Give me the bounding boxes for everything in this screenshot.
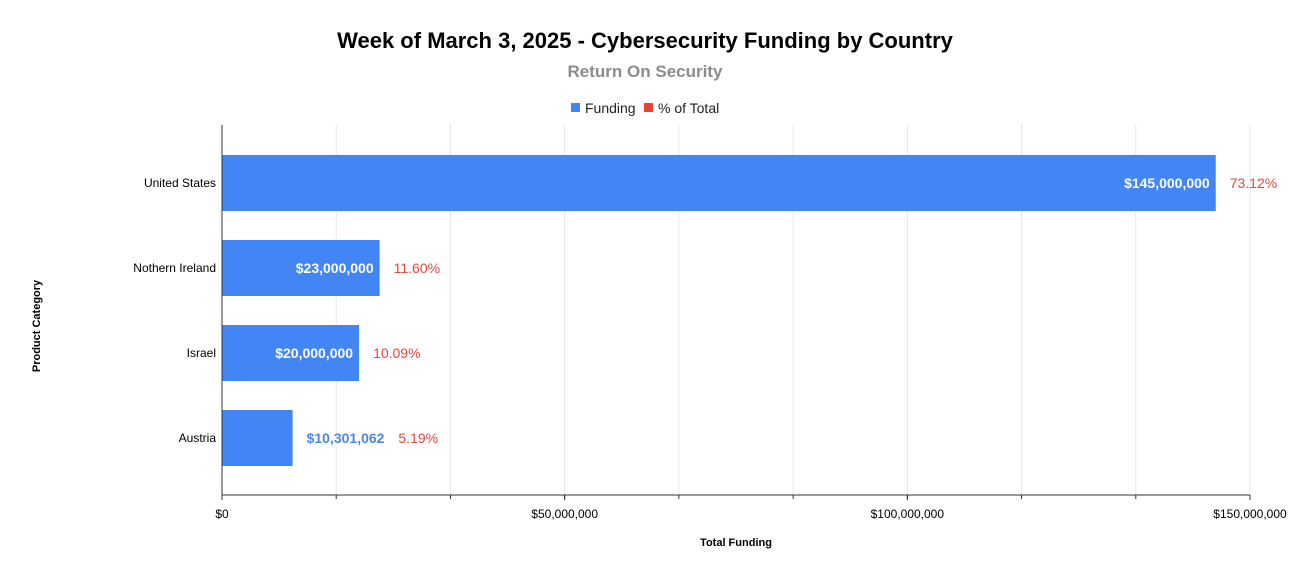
- legend-swatch-funding: [571, 103, 580, 112]
- data-label-percent: 11.60%: [394, 260, 440, 276]
- x-tick-label: $50,000,000: [531, 507, 598, 521]
- x-tick-label: $0: [215, 507, 229, 521]
- data-label-funding: $145,000,000: [1124, 175, 1210, 191]
- bar-funding: [222, 155, 1216, 211]
- axes: $0 $50,000,000 $100,000,000 $150,000,000: [215, 125, 1287, 521]
- legend-label-percent: % of Total: [658, 100, 719, 116]
- chart-subtitle: Return On Security: [568, 62, 723, 81]
- x-tick-label: $150,000,000: [1213, 507, 1287, 521]
- data-label-funding: $23,000,000: [296, 260, 374, 276]
- legend: Funding % of Total: [571, 100, 719, 116]
- x-tick-label: $100,000,000: [871, 507, 945, 521]
- data-label-percent: 10.09%: [373, 345, 420, 361]
- y-axis-title: Product Category: [31, 279, 43, 372]
- chart-title: Week of March 3, 2025 - Cybersecurity Fu…: [337, 28, 954, 53]
- category-label: Austria: [179, 431, 217, 445]
- bar-series-funding: [222, 155, 1216, 466]
- category-label: Israel: [187, 346, 216, 360]
- legend-swatch-percent: [644, 103, 653, 112]
- bar-funding: [222, 240, 380, 296]
- bar-labels: United States $145,000,000 73.12% Nothern I…: [133, 175, 1277, 446]
- category-label: United States: [144, 176, 216, 190]
- data-label-percent: 5.19%: [398, 430, 438, 446]
- bar-funding: [222, 325, 360, 381]
- data-label-funding: $20,000,000: [275, 345, 353, 361]
- category-label: Nothern Ireland: [133, 261, 216, 275]
- legend-label-funding: Funding: [585, 100, 636, 116]
- x-axis-title: Total Funding: [700, 537, 772, 549]
- bar-funding: [222, 410, 293, 466]
- data-label-funding: $10,301,062: [307, 430, 385, 446]
- data-label-percent: 73.12%: [1230, 175, 1277, 191]
